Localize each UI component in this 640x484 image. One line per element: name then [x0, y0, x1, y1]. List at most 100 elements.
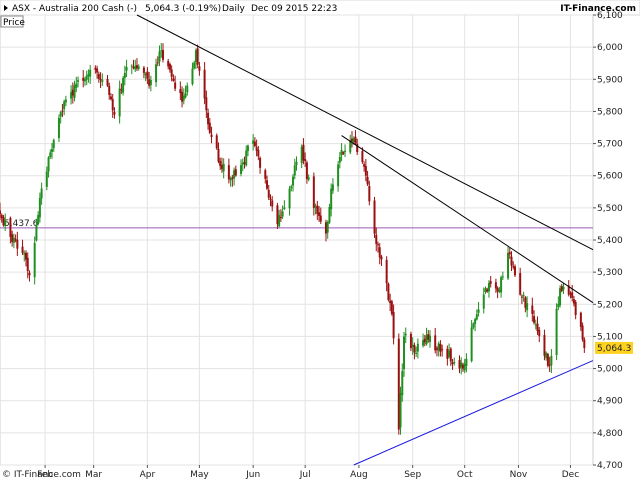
- candle: [85, 70, 88, 86]
- candle-body: [293, 165, 296, 176]
- period-label: Daily: [222, 4, 245, 14]
- support-trendline: [353, 360, 594, 466]
- candle-body: [108, 85, 111, 95]
- candle: [482, 287, 485, 314]
- candle: [123, 65, 126, 86]
- candle-body: [342, 152, 345, 154]
- candle-body: [196, 48, 199, 65]
- candle: [446, 345, 449, 366]
- panel-label: Price: [3, 18, 25, 28]
- candle: [240, 159, 243, 177]
- candle: [385, 256, 388, 292]
- candle-body: [399, 393, 402, 428]
- candle-body: [579, 312, 582, 327]
- candle: [191, 62, 194, 86]
- candle-body: [47, 157, 50, 172]
- x-tick-label: Aug: [350, 470, 368, 480]
- candle: [264, 168, 267, 184]
- y-tick-label: 4,700: [597, 461, 623, 471]
- resistance-trendline: [136, 14, 594, 251]
- candle-body: [403, 336, 406, 370]
- candle: [12, 233, 15, 249]
- candle: [59, 110, 62, 124]
- candle-body: [64, 99, 67, 103]
- candle: [448, 343, 451, 359]
- candle: [38, 192, 41, 223]
- candle: [496, 286, 499, 299]
- candle: [160, 43, 163, 58]
- candle-body: [507, 252, 510, 279]
- candle: [71, 82, 74, 104]
- candle: [538, 327, 541, 343]
- candle-body: [375, 234, 378, 244]
- candle-body: [472, 323, 475, 328]
- candle-body: [264, 170, 267, 179]
- candle: [198, 62, 201, 76]
- candle-body: [520, 296, 523, 298]
- candle: [434, 327, 437, 354]
- candle-body: [368, 186, 371, 202]
- x-tick-label: Sep: [404, 470, 421, 480]
- candle-body: [484, 288, 487, 293]
- candle: [257, 145, 260, 161]
- y-tick-label: 5,000: [597, 365, 623, 375]
- candle-body: [361, 151, 364, 162]
- candle: [567, 280, 570, 297]
- candle-body: [330, 188, 333, 210]
- candle-body: [243, 162, 246, 164]
- candle: [220, 157, 223, 173]
- candle-body: [385, 259, 388, 284]
- candle: [155, 58, 158, 87]
- candle-body: [2, 217, 5, 226]
- candle: [508, 247, 511, 259]
- candle-body: [271, 200, 274, 207]
- last-price-badge: [595, 341, 633, 354]
- candle: [380, 254, 383, 267]
- candle-body: [134, 65, 137, 70]
- candle: [259, 156, 262, 174]
- candle: [559, 285, 562, 308]
- candle-body: [227, 165, 230, 180]
- candle-body: [37, 214, 40, 224]
- candle: [312, 172, 315, 216]
- candle: [531, 297, 534, 322]
- candle: [45, 166, 48, 191]
- candle-body: [61, 110, 64, 112]
- candle: [137, 64, 140, 71]
- candle-body: [534, 324, 537, 326]
- candle: [205, 90, 208, 118]
- candle: [14, 234, 17, 243]
- candle: [158, 45, 161, 67]
- candle: [135, 58, 138, 72]
- candle: [326, 220, 329, 239]
- candle: [330, 183, 333, 217]
- candle: [399, 386, 402, 435]
- y-tick-label: 5,700: [597, 140, 623, 150]
- candle: [9, 216, 12, 244]
- candle: [210, 126, 213, 144]
- candle-body: [40, 188, 43, 199]
- candle: [331, 178, 334, 194]
- candle-body: [229, 178, 232, 181]
- candle-body: [446, 348, 449, 359]
- candle: [489, 276, 492, 288]
- candle: [361, 147, 364, 164]
- level-label: 5,437.6: [4, 219, 39, 229]
- candle-body: [316, 205, 319, 214]
- candle-body: [73, 85, 76, 98]
- candle-body: [441, 349, 444, 351]
- candle: [134, 59, 137, 73]
- candle: [300, 144, 303, 169]
- candle-body: [231, 177, 234, 179]
- candle-body: [581, 325, 584, 340]
- last-price-label: 5,064.3: [597, 344, 631, 354]
- candle-body: [401, 371, 404, 396]
- candle: [194, 48, 197, 70]
- brand-label[interactable]: IT-Finance.com: [560, 4, 636, 14]
- candle: [474, 317, 477, 332]
- x-tick-label: Dec: [562, 470, 579, 480]
- candle-body: [255, 147, 258, 151]
- candle: [550, 349, 553, 373]
- candle: [524, 296, 527, 313]
